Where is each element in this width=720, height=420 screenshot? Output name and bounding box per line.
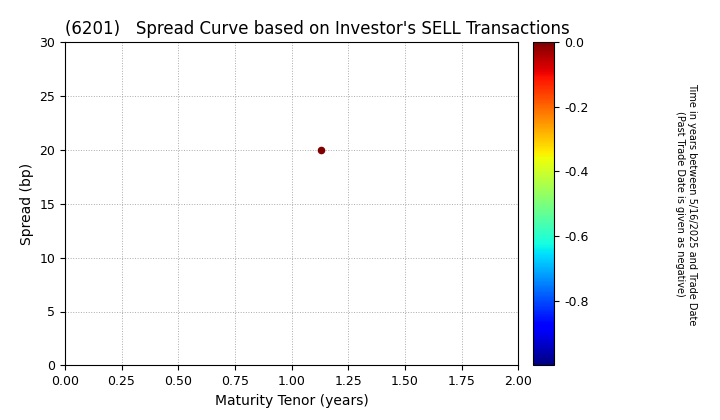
Point [315,147,327,153]
X-axis label: Maturity Tenor (years): Maturity Tenor (years) [215,394,369,408]
Y-axis label: Time in years between 5/16/2025 and Trade Date
(Past Trade Date is given as nega: Time in years between 5/16/2025 and Trad… [675,82,697,325]
Y-axis label: Spread (bp): Spread (bp) [19,163,34,245]
Text: (6201)   Spread Curve based on Investor's SELL Transactions: (6201) Spread Curve based on Investor's … [65,20,570,38]
